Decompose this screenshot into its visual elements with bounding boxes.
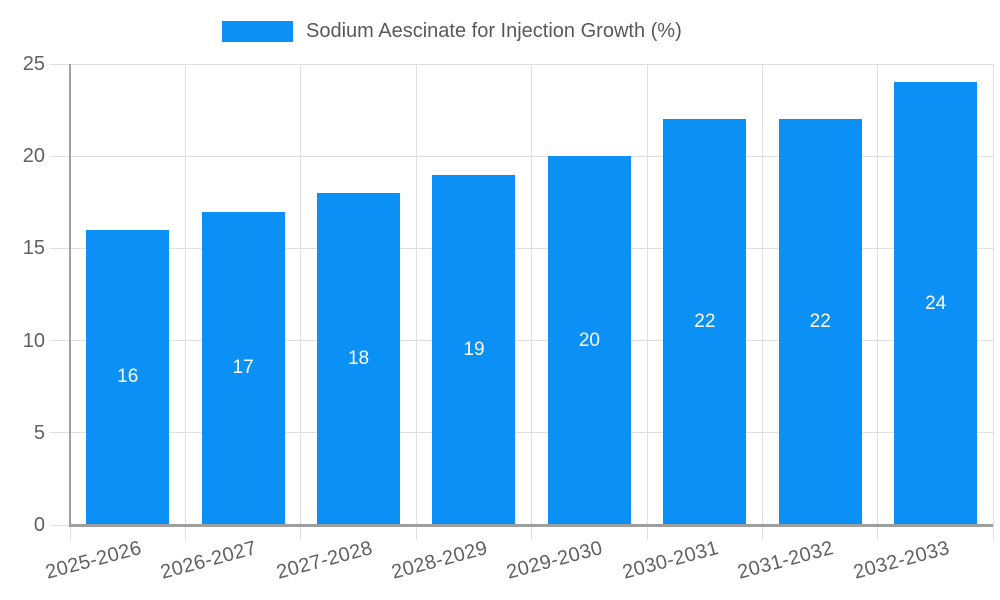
y-axis-tick-label: 15 bbox=[22, 237, 45, 260]
bar-value-label: 22 bbox=[694, 311, 716, 333]
gridline-vertical bbox=[646, 64, 648, 540]
gridline-vertical bbox=[300, 64, 302, 540]
bar-2030-2031 bbox=[663, 119, 747, 524]
gridline-vertical bbox=[531, 64, 533, 540]
bar-2032-2033 bbox=[894, 82, 978, 524]
y-axis-tick-label: 0 bbox=[33, 514, 45, 536]
gridline-horizontal bbox=[50, 247, 994, 249]
gridline-horizontal bbox=[50, 63, 994, 65]
y-axis-tick-label: 25 bbox=[22, 53, 45, 75]
legend-item[interactable]: Sodium Aescinate for Injection Growth (%… bbox=[222, 20, 682, 42]
bar-value-label: 20 bbox=[578, 329, 600, 351]
bar-2026-2027 bbox=[201, 211, 285, 524]
gridline-horizontal bbox=[50, 340, 994, 342]
gridline-horizontal bbox=[50, 432, 994, 434]
y-axis-tick-label: 10 bbox=[22, 329, 45, 352]
x-axis-line bbox=[70, 524, 994, 527]
gridline-vertical bbox=[992, 64, 994, 540]
gridline-horizontal bbox=[50, 155, 994, 157]
y-axis-tick-label: 5 bbox=[33, 421, 45, 444]
gridline-vertical bbox=[877, 64, 879, 540]
bar-value-label: 24 bbox=[925, 292, 947, 314]
y-axis-line bbox=[69, 64, 71, 527]
y-axis-tick-label: 20 bbox=[22, 145, 45, 168]
bar-value-label: 19 bbox=[463, 338, 485, 360]
legend-label: Sodium Aescinate for Injection Growth (%… bbox=[306, 20, 682, 42]
bar-value-label: 18 bbox=[347, 348, 370, 370]
bar-2027-2028 bbox=[317, 193, 401, 524]
bar-value-label: 22 bbox=[809, 311, 831, 333]
legend-swatch bbox=[222, 20, 293, 42]
gridline-vertical bbox=[184, 64, 186, 540]
bar-2028-2029 bbox=[432, 174, 516, 524]
bar-value-label: 16 bbox=[117, 366, 139, 388]
bar-2031-2032 bbox=[778, 119, 862, 524]
bar-2025-2026 bbox=[86, 229, 170, 524]
gridline-vertical bbox=[762, 64, 764, 540]
gridline-vertical bbox=[415, 64, 417, 540]
bar-2029-2030 bbox=[547, 156, 631, 524]
bar-value-label: 17 bbox=[232, 357, 254, 379]
